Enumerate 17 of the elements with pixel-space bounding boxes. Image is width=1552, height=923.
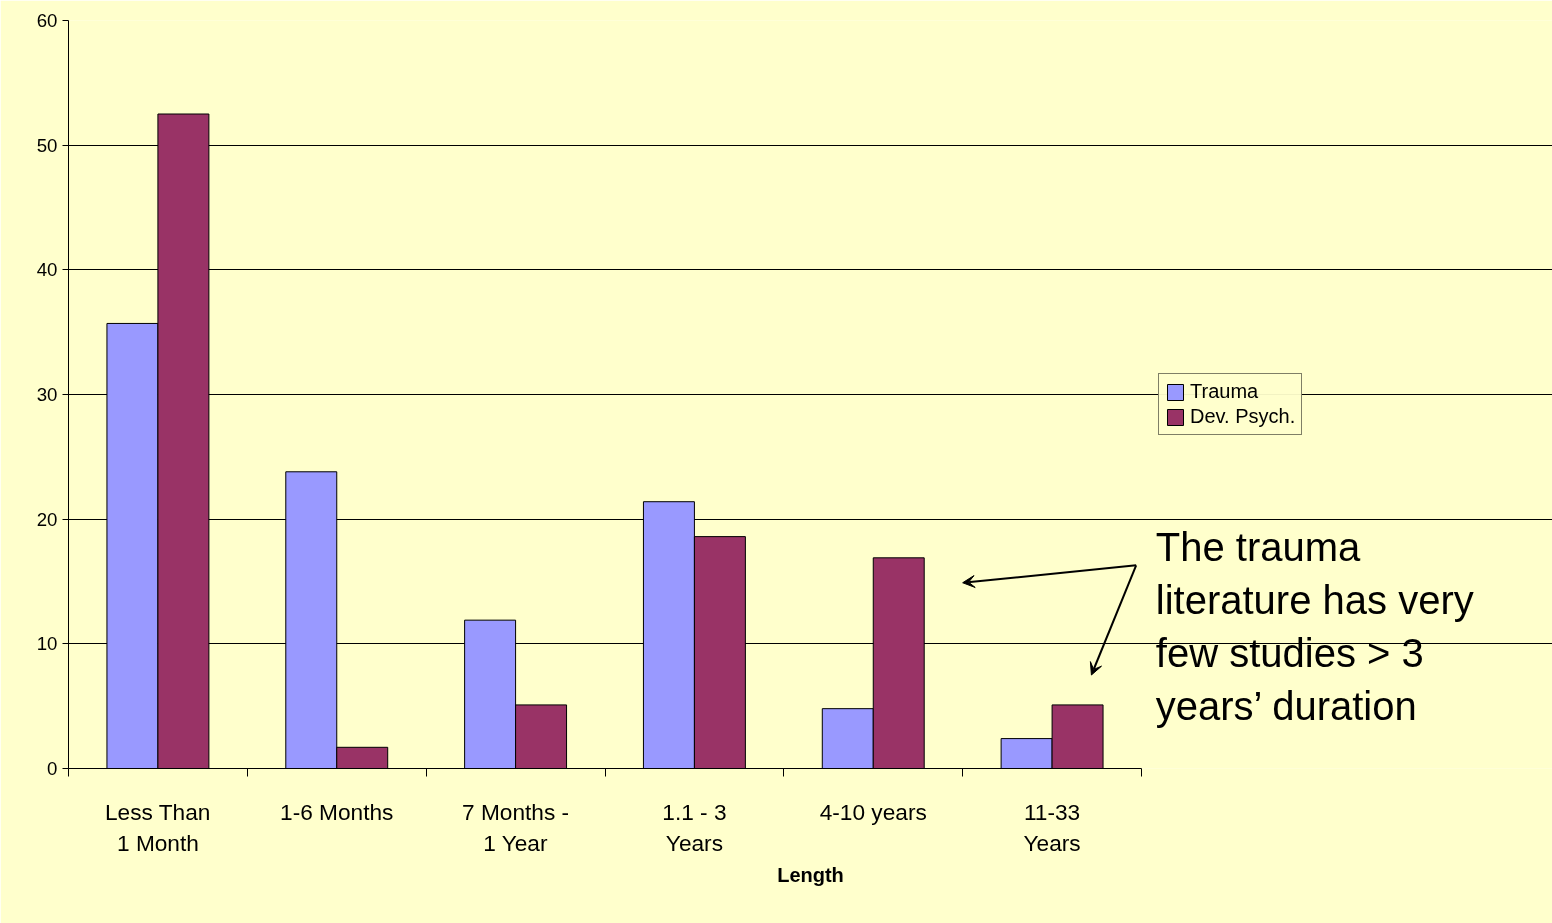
x-tick-label: 1.1 - 3 Years	[662, 798, 727, 856]
x-axis-title: Length	[777, 863, 844, 886]
x-tick-label: 7 Months - 1 Year	[462, 798, 570, 856]
text: The trauma literature has very few studies > 3 years’ duration	[1155, 525, 1474, 728]
x-tick-label: 11-33 Years	[1023, 798, 1081, 856]
y-tick-label: 10	[36, 633, 58, 655]
y-tick-label: 50	[36, 134, 58, 156]
y-tick-label: 0	[47, 758, 58, 779]
x-tick-label: 1-6 Months	[280, 798, 394, 825]
y-tick-label: 60	[36, 10, 58, 31]
legend-label: Dev. Psych.	[1190, 405, 1296, 428]
x-tick-label: Less Than 1 Month	[105, 798, 211, 856]
y-tick-label: 20	[36, 508, 58, 530]
y-tick-label: 40	[36, 259, 58, 281]
y-tick-label: 30	[36, 384, 58, 405]
x-tick-label: 4-10 years	[819, 798, 927, 825]
legend-label: Trauma	[1190, 380, 1259, 403]
